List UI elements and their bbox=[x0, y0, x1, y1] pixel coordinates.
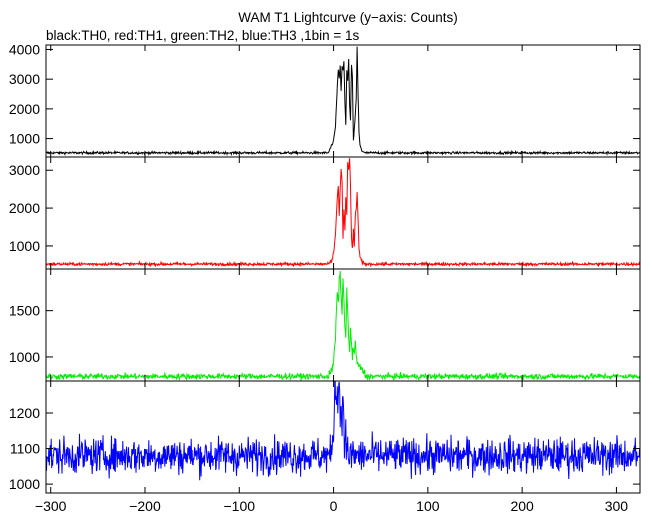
series-line-th1 bbox=[46, 158, 640, 268]
y-tick-label: 1000 bbox=[9, 131, 40, 147]
x-tick-label: −100 bbox=[224, 498, 256, 514]
y-tick-label: 2000 bbox=[9, 101, 40, 117]
x-tick-label: −300 bbox=[35, 498, 67, 514]
y-tick-label: 1500 bbox=[9, 303, 40, 319]
y-tick-label: 3000 bbox=[9, 162, 40, 178]
series-line-th2 bbox=[46, 270, 640, 381]
panel-frame bbox=[45, 44, 641, 158]
panel-th0: 1000 2000 3000 4000 bbox=[9, 41, 641, 158]
chart-title: WAM T1 Lightcurve (y−axis: Counts) bbox=[238, 10, 457, 25]
panel-th3: 1000 1100 1200 bbox=[9, 380, 641, 494]
y-tick-label: 1000 bbox=[9, 476, 40, 492]
panel-frame bbox=[45, 380, 641, 494]
x-tick-label: 200 bbox=[510, 498, 534, 514]
series-line-th0 bbox=[46, 46, 640, 157]
y-tick-label: 2000 bbox=[9, 200, 40, 216]
x-tick-label: 300 bbox=[605, 498, 629, 514]
chart-subtitle: black:TH0, red:TH1, green:TH2, blue:TH3 … bbox=[46, 28, 360, 43]
x-tick-label: 0 bbox=[330, 498, 338, 514]
panels: 1000200030004000100020003000100015001000… bbox=[9, 41, 641, 514]
panel-th2: 1000 1500 bbox=[9, 268, 641, 382]
x-tick-label: 100 bbox=[416, 498, 440, 514]
series-line-th3 bbox=[46, 381, 640, 481]
y-tick-label: 3000 bbox=[9, 71, 40, 87]
y-tick-label: 1000 bbox=[9, 238, 40, 254]
y-tick-label: 1100 bbox=[10, 441, 40, 457]
y-tick-label: 1000 bbox=[9, 349, 40, 365]
panel-th1: 1000 2000 3000 bbox=[9, 156, 641, 270]
x-tick-label: −200 bbox=[129, 498, 161, 514]
y-tick-label: 4000 bbox=[9, 41, 40, 57]
y-tick-label: 1200 bbox=[9, 405, 40, 421]
